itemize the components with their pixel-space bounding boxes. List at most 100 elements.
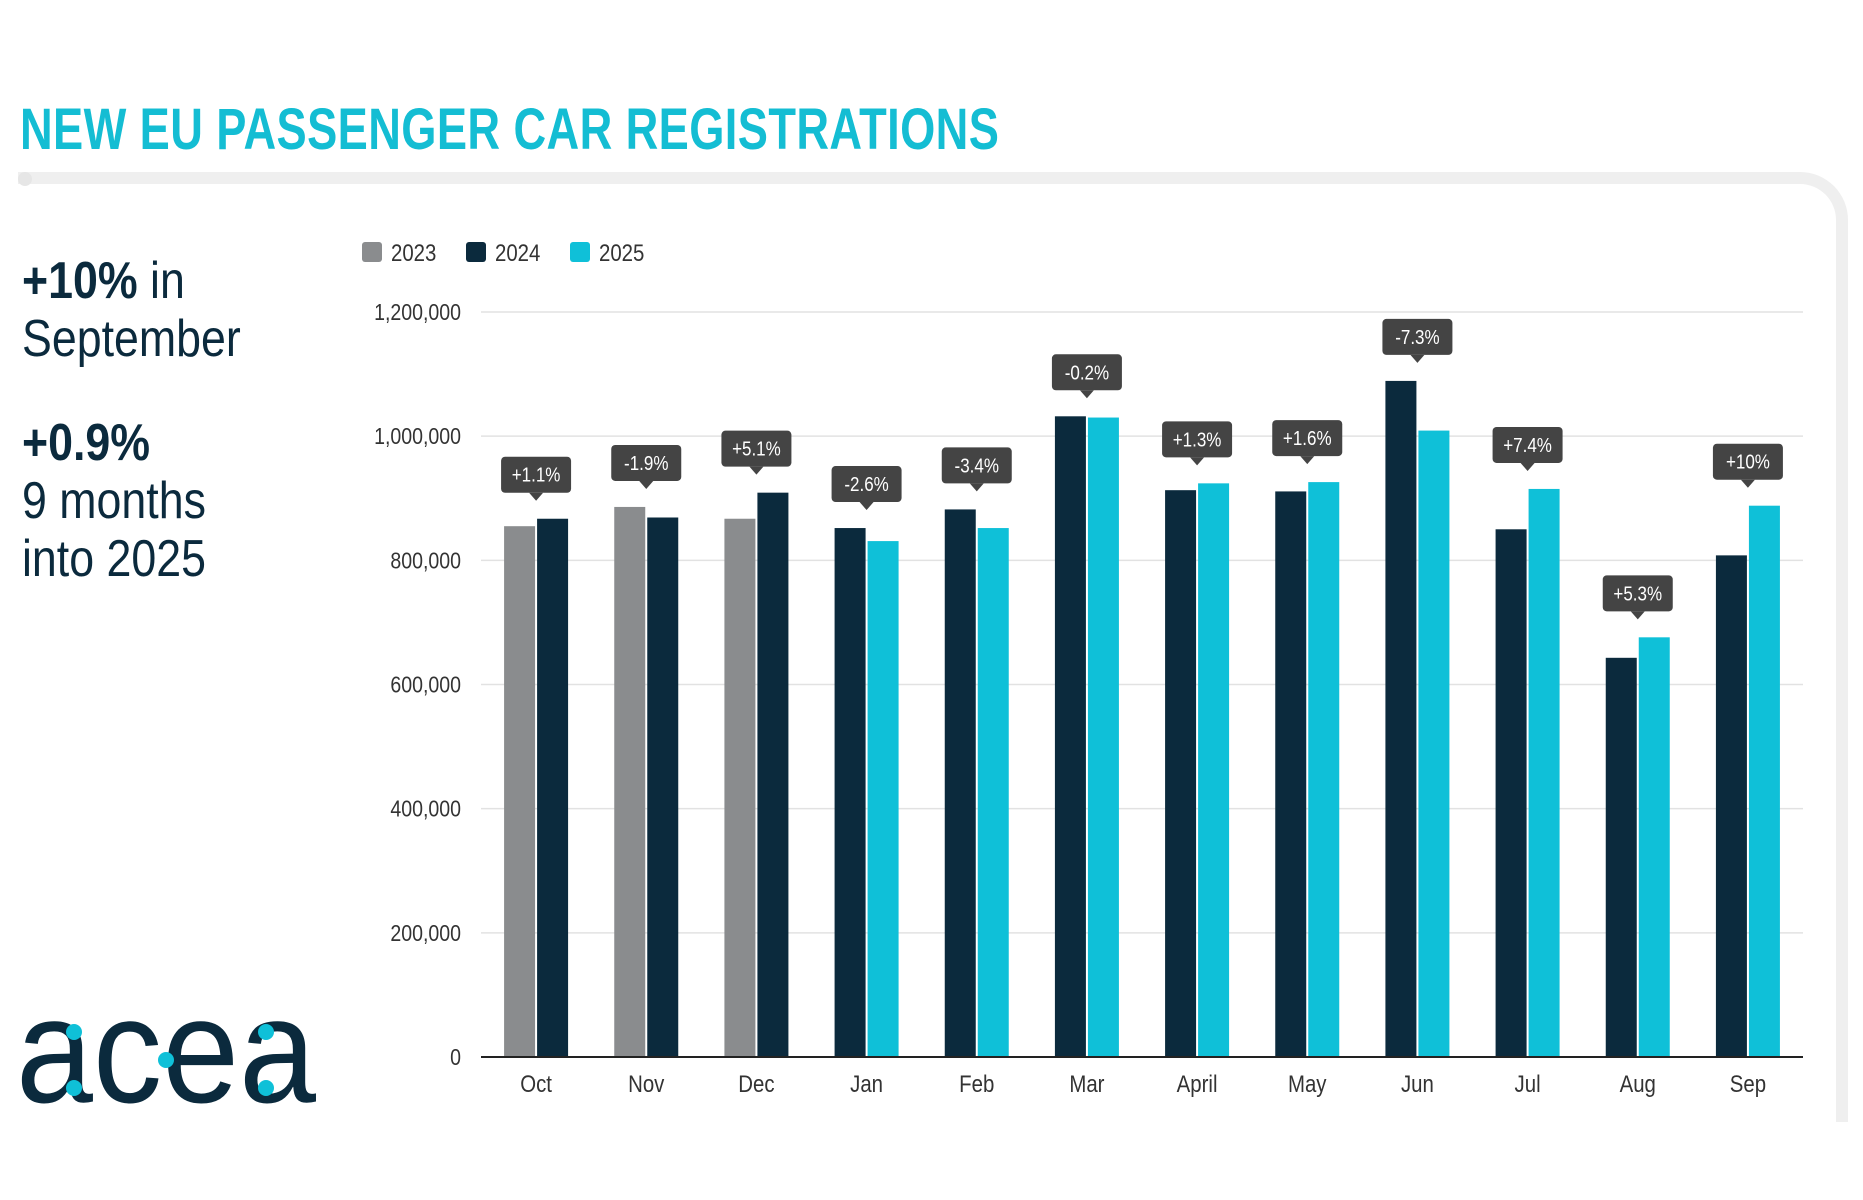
x-tick-label: Sep: [1730, 1070, 1766, 1097]
change-badge: [1382, 318, 1453, 355]
change-badge: [1492, 426, 1563, 463]
change-badge-label: +1.6%: [1283, 427, 1332, 450]
bar-oct-2023: [504, 526, 536, 1057]
bar-jul-2024: [1495, 529, 1527, 1057]
change-badge-pointer: [529, 492, 544, 501]
bar-aug-2024: [1605, 657, 1637, 1057]
change-badge-label: +10%: [1726, 450, 1770, 473]
change-badge-pointer: [1630, 611, 1645, 620]
bar-feb-2024: [944, 509, 976, 1057]
logo-dot: [258, 1080, 274, 1096]
x-tick-label: April: [1177, 1070, 1218, 1097]
x-tick-label: Oct: [520, 1070, 552, 1097]
bar-nov-2023: [614, 506, 646, 1058]
x-tick-label: Jan: [850, 1070, 883, 1097]
change-badge-label: +7.4%: [1503, 434, 1552, 457]
bar-april-2024: [1165, 490, 1197, 1057]
bar-oct-2024: [537, 518, 569, 1057]
stat-ytd-value: +0.9%: [22, 414, 151, 472]
bar-jan-2025: [867, 541, 899, 1057]
bar-april-2025: [1198, 483, 1230, 1058]
change-badge-pointer: [1079, 390, 1094, 399]
change-badge-pointer: [1520, 462, 1535, 471]
legend-label-2023: 2023: [391, 239, 436, 266]
acea-logo: acea: [16, 990, 317, 1120]
bar-sep-2025: [1748, 505, 1780, 1057]
change-badge: [611, 444, 682, 481]
x-tick-label: Dec: [738, 1070, 774, 1097]
legend-label-2024: 2024: [495, 239, 540, 266]
legend-label-2025: 2025: [599, 239, 644, 266]
bar-sep-2024: [1715, 555, 1747, 1057]
change-badge-label: +1.1%: [512, 463, 561, 486]
change-badge: [1272, 420, 1343, 457]
change-badge-label: -1.9%: [624, 452, 668, 475]
stat-september-suffix: in: [137, 252, 185, 310]
bar-may-2025: [1308, 482, 1340, 1057]
logo-dot: [258, 1024, 274, 1040]
stat-september-label: September: [22, 310, 241, 368]
logo-dot: [66, 1024, 82, 1040]
change-badge-label: -2.6%: [844, 473, 888, 496]
logo-dot: [158, 1052, 174, 1068]
y-tick-label: 0: [450, 1045, 461, 1071]
bar-jun-2025: [1418, 430, 1450, 1057]
change-badge-pointer: [1300, 456, 1315, 465]
page-title: NEW EU PASSENGER CAR REGISTRATIONS: [20, 97, 1000, 162]
legend-swatch-2023: [362, 242, 382, 262]
x-tick-label: Feb: [959, 1070, 994, 1097]
change-badge: [501, 456, 572, 493]
change-badge: [941, 447, 1012, 484]
change-badge-pointer: [1190, 457, 1205, 466]
x-tick-label: May: [1288, 1070, 1327, 1097]
x-tick-label: Nov: [628, 1070, 665, 1097]
change-badge-label: -0.2%: [1065, 361, 1109, 384]
change-badge: [1602, 575, 1673, 612]
change-badge: [831, 466, 902, 503]
bar-jan-2024: [834, 528, 866, 1057]
change-badge: [1162, 421, 1233, 458]
change-badge-label: -7.3%: [1395, 326, 1439, 349]
change-badge: [1712, 443, 1783, 480]
frame-border: [18, 172, 1848, 1122]
change-badge-label: +5.1%: [732, 437, 781, 460]
change-badge-pointer: [1740, 479, 1755, 488]
stat-ytd-line2: 9 months: [22, 472, 206, 530]
bar-feb-2025: [977, 528, 1009, 1057]
bar-dec-2023: [724, 518, 756, 1057]
bar-aug-2025: [1638, 637, 1670, 1057]
change-badge-pointer: [639, 480, 654, 489]
x-tick-label: Mar: [1069, 1070, 1105, 1097]
change-badge-label: -3.4%: [955, 454, 999, 477]
stat-ytd: +0.9% 9 months into 2025: [22, 414, 206, 588]
stat-september-value: +10%: [22, 252, 138, 310]
change-badge-pointer: [1410, 354, 1425, 363]
y-tick-label: 600,000: [390, 672, 461, 698]
bar-may-2024: [1275, 491, 1307, 1057]
change-badge: [1051, 354, 1122, 391]
change-badge-pointer: [749, 466, 764, 475]
y-tick-label: 200,000: [390, 920, 461, 946]
y-tick-label: 400,000: [390, 796, 461, 822]
change-badge: [721, 430, 792, 467]
y-tick-label: 800,000: [390, 548, 461, 574]
change-badge-pointer: [859, 502, 874, 511]
change-badge-label: +5.3%: [1613, 582, 1662, 605]
y-tick-label: 1,000,000: [374, 424, 461, 450]
bar-dec-2024: [757, 492, 789, 1058]
legend-swatch-2025: [570, 242, 590, 262]
change-badge-label: +1.3%: [1173, 428, 1222, 451]
stat-ytd-line3: into 2025: [22, 530, 207, 588]
frame-dot: [18, 172, 32, 186]
change-badge-pointer: [969, 483, 984, 492]
bar-nov-2024: [647, 517, 679, 1057]
legend-swatch-2024: [466, 242, 486, 262]
x-tick-label: Aug: [1620, 1070, 1656, 1097]
bar-mar-2024: [1054, 416, 1086, 1057]
y-tick-label: 1,200,000: [374, 300, 461, 326]
bar-jun-2024: [1385, 380, 1417, 1058]
bar-mar-2025: [1087, 417, 1119, 1058]
stat-september: +10% in September: [22, 252, 241, 368]
x-tick-label: Jul: [1515, 1070, 1541, 1097]
